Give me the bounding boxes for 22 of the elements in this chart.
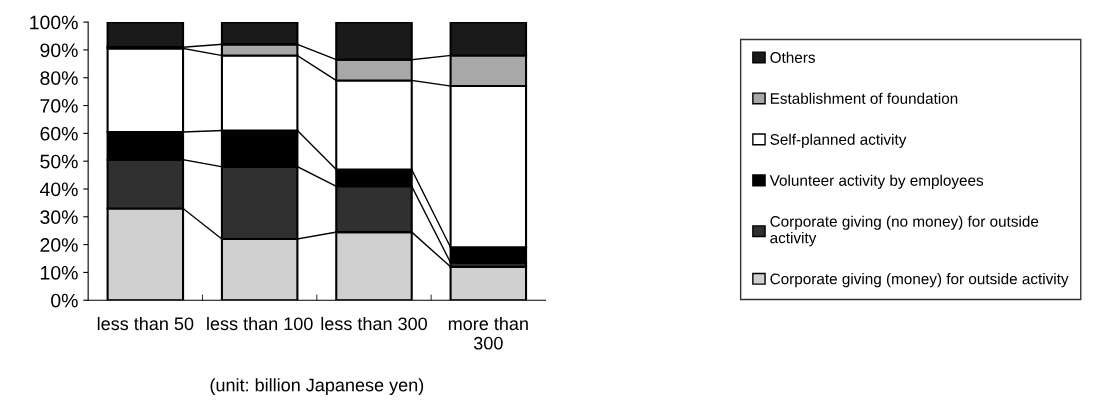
y-tick-label: 60%: [40, 126, 78, 141]
legend-label: Corporate giving (money) for outside activity: [770, 273, 1069, 288]
y-tick-label: 50%: [40, 154, 78, 169]
legend-label: Self-planned activity: [770, 133, 907, 148]
y-tick-label: 20%: [40, 238, 78, 252]
y-tick-label: 70%: [40, 99, 78, 113]
y-tick-label: 30%: [40, 210, 78, 225]
y-tick-label: 40%: [39, 182, 78, 197]
y-tick-label: 100%: [30, 15, 78, 30]
legend-label: Corporate giving (no money) for outside activity: [770, 215, 1039, 247]
x-tick-label: less than 100: [207, 316, 313, 331]
legend-label: Volunteer activity by employees: [769, 174, 984, 189]
y-tick-label: 90%: [40, 43, 78, 58]
x-tick-label: less than 50: [97, 316, 194, 331]
legend-label: Establishment of foundation: [770, 92, 958, 104]
legend-label: Others: [770, 51, 815, 63]
x-tick-label: less than 300: [321, 316, 427, 331]
x-axis-title: (unit: billion Japanese yen): [210, 378, 424, 396]
y-tick-label: 0%: [51, 293, 78, 308]
y-tick-label: 80%: [40, 71, 78, 85]
x-tick-label: more than 300: [448, 316, 528, 350]
y-tick-label: 10%: [41, 265, 78, 280]
